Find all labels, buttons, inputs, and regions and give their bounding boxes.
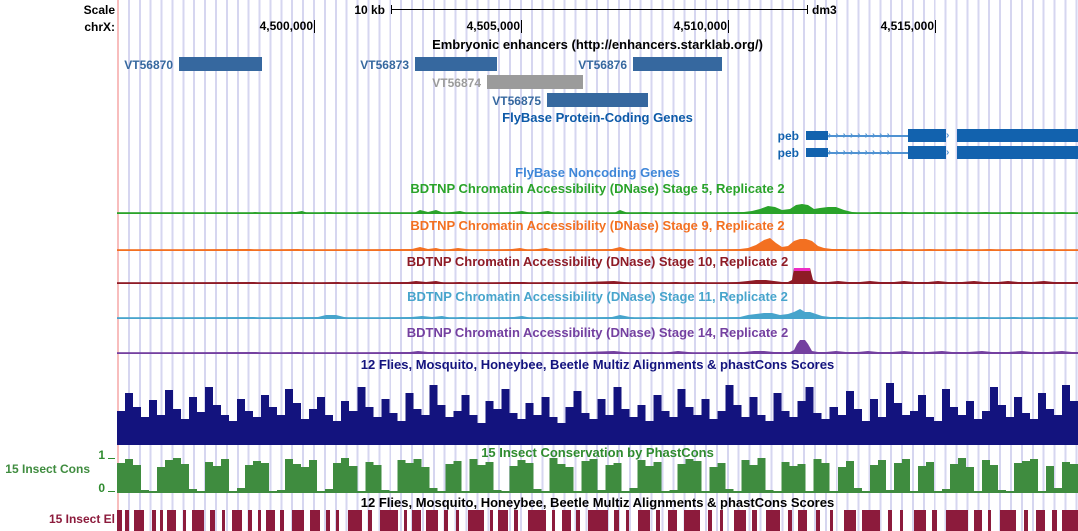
assembly-label: dm3: [812, 3, 837, 17]
signal-baseline-stage5[interactable]: [117, 212, 1078, 214]
gene-exon[interactable]: [957, 129, 1078, 142]
signal-area-stage9[interactable]: [117, 238, 1078, 250]
enhancer-VT56873[interactable]: [415, 57, 497, 71]
signal-title-stage11: BDTNP Chromatin Accessibility (DNase) St…: [407, 289, 788, 304]
gene-intron-line: [828, 152, 908, 154]
signal-baseline-stage10[interactable]: [117, 282, 1078, 284]
enhancer-VT56875[interactable]: [547, 93, 648, 107]
enhancer-label-VT56875: VT56875: [492, 94, 541, 108]
scale-label: Scale: [83, 3, 115, 17]
signal-area-stage11[interactable]: [117, 309, 1078, 318]
axis-min-value: 0: [98, 481, 105, 495]
scale-bar-line: [392, 9, 807, 10]
enhancer-VT56876[interactable]: [633, 57, 722, 71]
enhancer-VT56870[interactable]: [179, 57, 262, 71]
gene-exon[interactable]: [806, 131, 828, 140]
phastcons-axis-max: 1: [80, 448, 115, 462]
multiz-track-title-2: 12 Flies, Mosquito, Honeybee, Beetle Mul…: [360, 495, 835, 510]
scale-value: 10 kb: [354, 3, 385, 17]
insect-elements-blocks[interactable]: [117, 510, 1078, 531]
gene-exon[interactable]: [908, 129, 946, 142]
scale-bar: [391, 5, 808, 14]
insect-elements-side-label[interactable]: 15 Insect El: [48, 512, 115, 526]
intron-direction-arrows: ›››››››››: [828, 130, 894, 141]
intron-direction-arrow: ›: [946, 147, 954, 158]
phastcons-baseline: [117, 491, 1078, 493]
intron-direction-arrow: ›: [946, 130, 954, 141]
enhancer-label-VT56870: VT56870: [124, 58, 173, 72]
axis-tick-mark: [108, 448, 115, 459]
enhancer-VT56874[interactable]: [487, 75, 583, 89]
signal-title-stage9: BDTNP Chromatin Accessibility (DNase) St…: [410, 218, 785, 233]
signal-baseline-stage11[interactable]: [117, 317, 1078, 319]
signal-area-stage10[interactable]: [117, 268, 1078, 283]
signal-area-stage5[interactable]: [117, 204, 1078, 213]
phastcons-axis-min: 0: [80, 481, 115, 495]
coordinate-tick: 4,505,000: [420, 20, 522, 33]
phastcons-side-label[interactable]: 15 Insect Cons: [5, 462, 90, 476]
gene-label-peb-0: peb: [777, 129, 799, 143]
enhancers-track-title: Embryonic enhancers (http://enhancers.st…: [432, 37, 763, 52]
intron-direction-arrows: ›››››››››: [828, 147, 894, 158]
multiz-histogram[interactable]: [117, 383, 1078, 445]
signal-area-stage14[interactable]: [117, 340, 1078, 353]
signal-baseline-stage9[interactable]: [117, 249, 1078, 251]
gene-intron-line: [828, 135, 908, 137]
phastcons-track-title: 15 Insect Conservation by PhastCons: [481, 445, 714, 460]
clipped-peak-indicator: [794, 268, 810, 271]
chromosome-label: chrX:: [84, 20, 115, 34]
gene-exon[interactable]: [908, 146, 946, 159]
noncoding-genes-title: FlyBase Noncoding Genes: [515, 165, 680, 180]
phastcons-histogram[interactable]: [117, 458, 1078, 493]
coordinate-tick: 4,510,000: [627, 20, 729, 33]
signal-title-stage5: BDTNP Chromatin Accessibility (DNase) St…: [410, 181, 785, 196]
window-left-edge-line: [117, 0, 119, 531]
enhancer-label-VT56876: VT56876: [578, 58, 627, 72]
coordinate-tick: 4,515,000: [834, 20, 936, 33]
signal-title-stage14: BDTNP Chromatin Accessibility (DNase) St…: [406, 325, 789, 340]
signal-baseline-stage14[interactable]: [117, 352, 1078, 354]
signal-title-stage10: BDTNP Chromatin Accessibility (DNase) St…: [406, 254, 789, 269]
gene-exon[interactable]: [957, 146, 1078, 159]
gene-exon[interactable]: [806, 148, 828, 157]
multiz-track-title: 12 Flies, Mosquito, Honeybee, Beetle Mul…: [360, 357, 835, 372]
enhancer-label-VT56874: VT56874: [432, 76, 481, 90]
protein-coding-genes-title: FlyBase Protein-Coding Genes: [502, 110, 693, 125]
coordinate-tick: 4,500,000: [213, 20, 315, 33]
axis-max-value: 1: [98, 448, 105, 462]
gene-label-peb-1: peb: [777, 146, 799, 160]
axis-tick-mark: [108, 481, 115, 492]
enhancer-label-VT56873: VT56873: [360, 58, 409, 72]
